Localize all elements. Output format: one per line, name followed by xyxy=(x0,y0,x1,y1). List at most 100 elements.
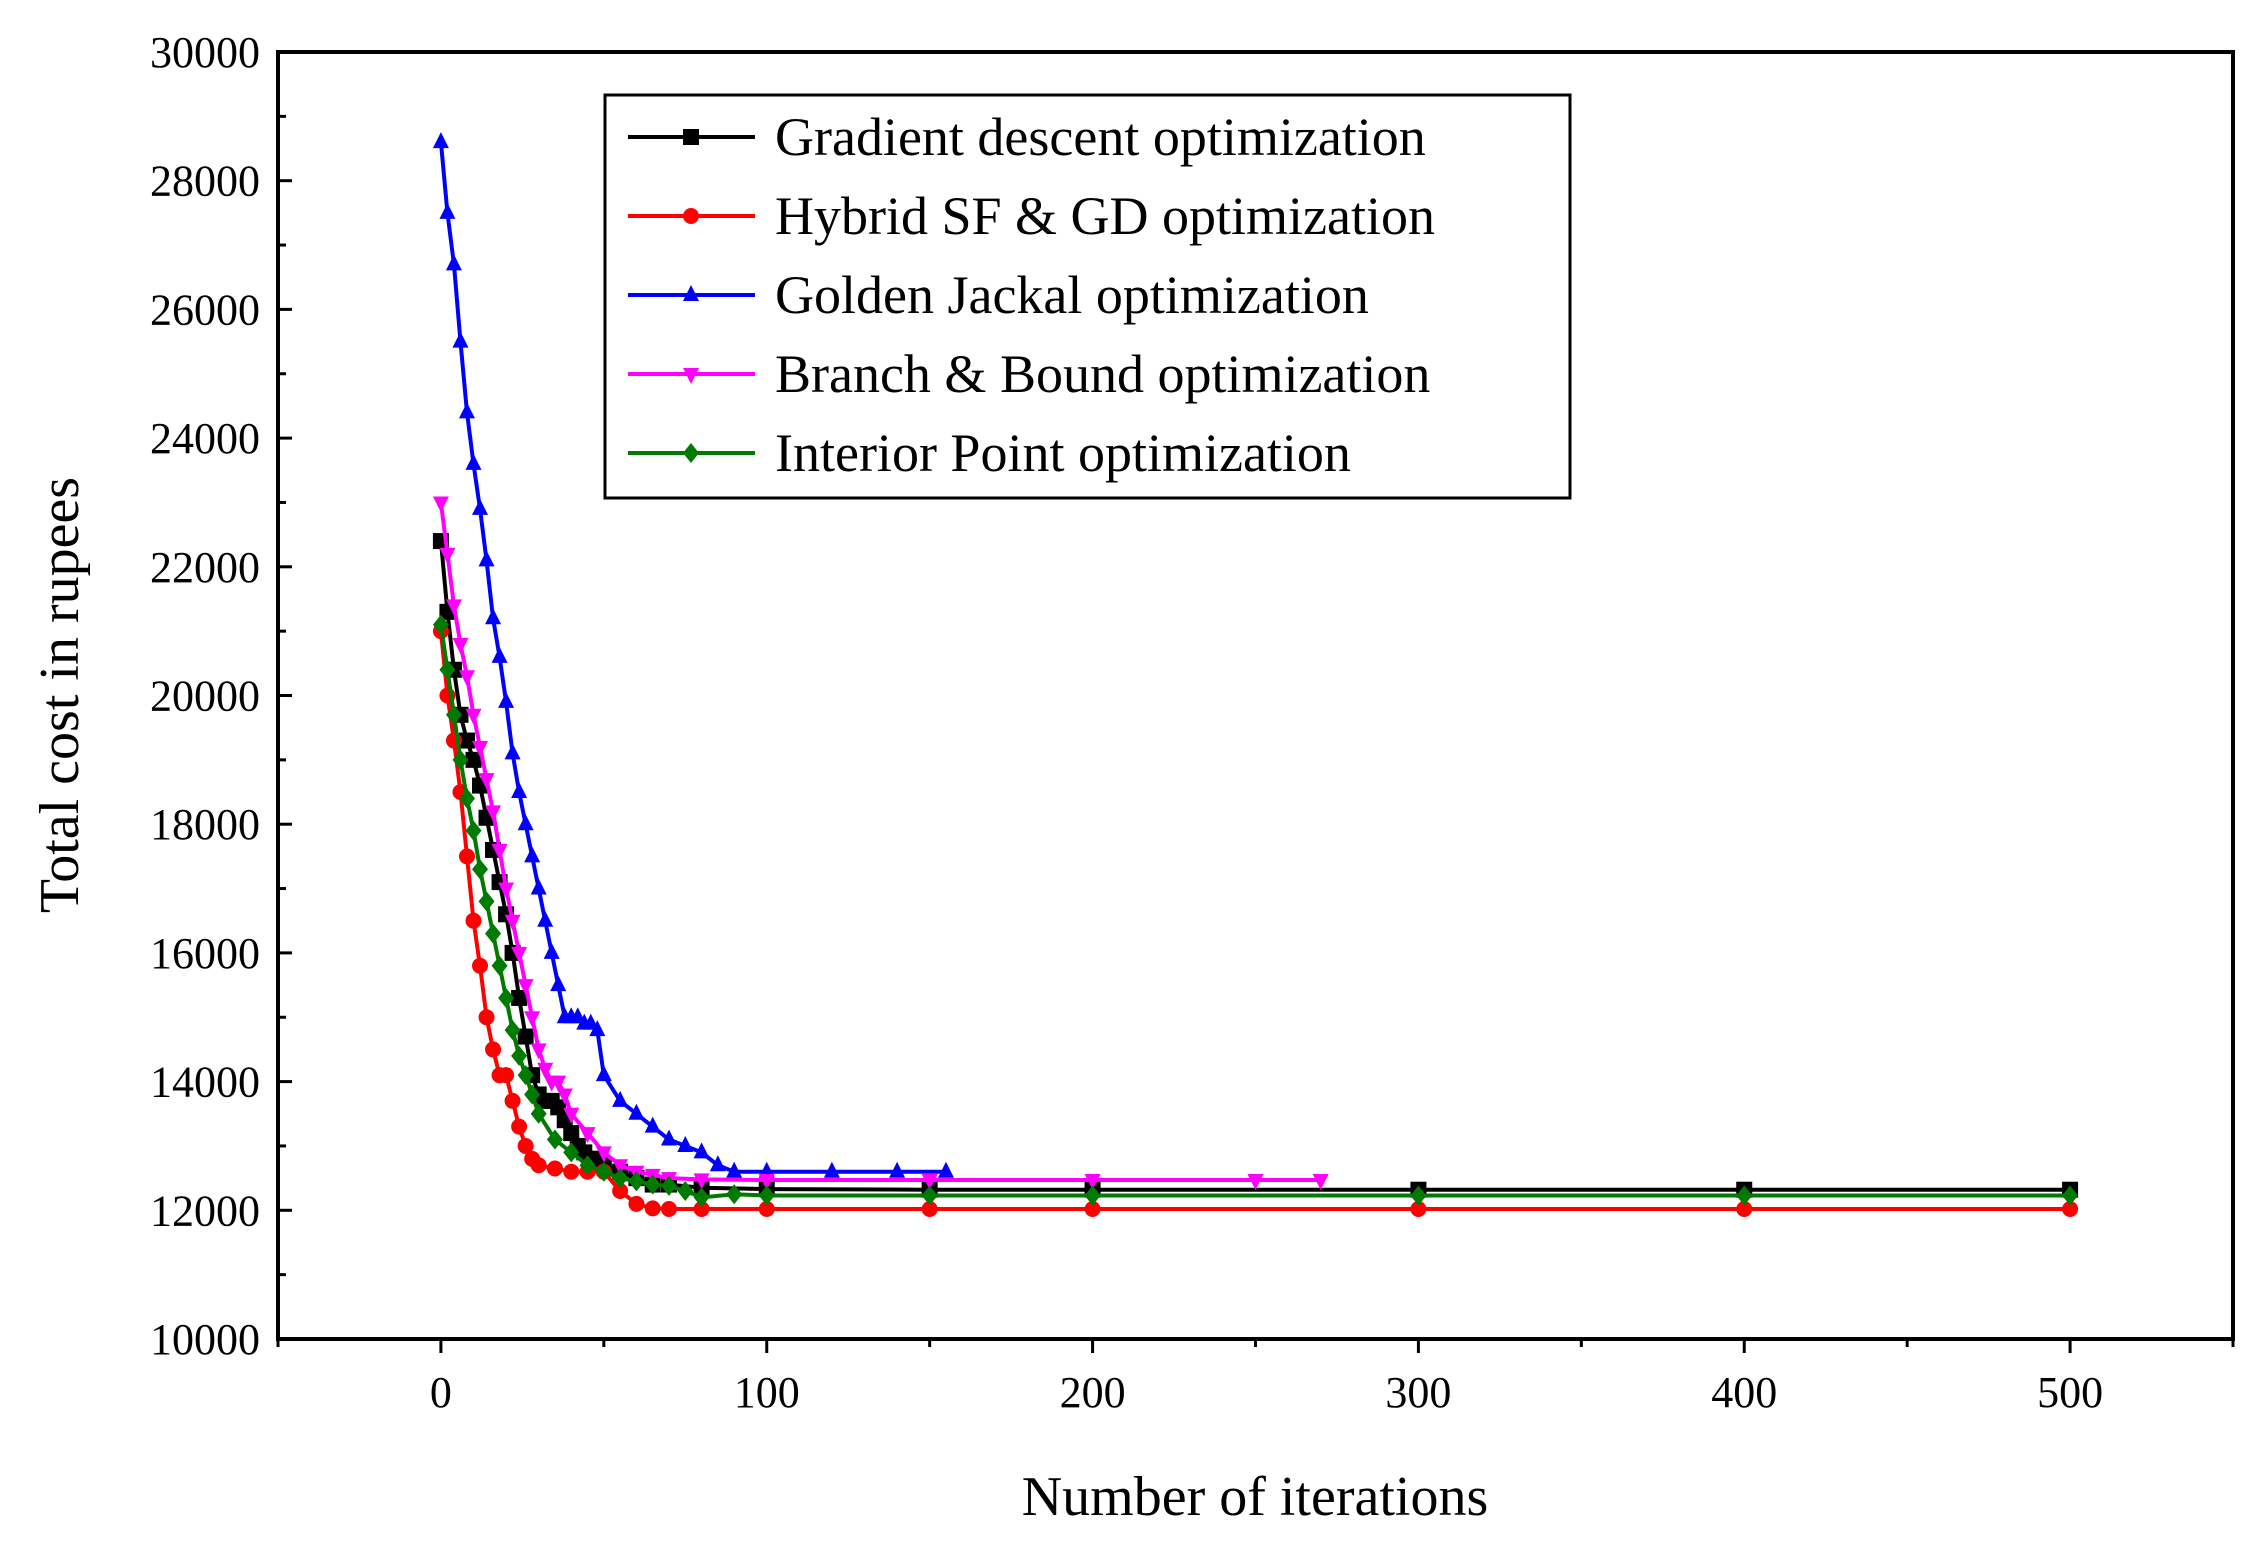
data-point xyxy=(823,1161,840,1178)
y-tick-label: 26000 xyxy=(150,285,260,334)
legend: Gradient descent optimization Hybrid SF &… xyxy=(603,93,1572,500)
data-point xyxy=(1410,1185,1427,1206)
data-point xyxy=(661,1201,677,1218)
data-point xyxy=(432,496,449,513)
y-tick-label: 16000 xyxy=(150,929,260,978)
data-point xyxy=(1736,1201,1753,1218)
data-point xyxy=(498,1067,515,1084)
data-point xyxy=(563,1142,580,1163)
data-point xyxy=(517,1028,534,1045)
data-point xyxy=(478,773,495,790)
legend-entry: Golden Jackal optimization xyxy=(628,265,1369,325)
series-5 xyxy=(432,614,2079,1208)
x-tick-label: 400 xyxy=(1711,1368,1777,1417)
data-point xyxy=(511,989,528,1006)
data-point xyxy=(465,453,482,470)
data-point xyxy=(517,1137,534,1154)
data-point xyxy=(452,638,469,655)
data-point xyxy=(579,1127,596,1144)
data-point xyxy=(472,957,489,974)
x-tick-label: 0 xyxy=(430,1368,452,1417)
data-point xyxy=(628,1171,645,1192)
data-point xyxy=(530,1103,547,1124)
data-point xyxy=(504,914,521,931)
series-3 xyxy=(432,132,954,1178)
legend-label: Golden Jackal optimization xyxy=(775,265,1369,325)
data-point xyxy=(511,782,528,799)
x-axis-title: Number of iterations xyxy=(1022,1466,1489,1528)
data-point xyxy=(628,1195,645,1212)
y-tick-label: 12000 xyxy=(150,1186,260,1235)
data-point xyxy=(550,975,567,992)
data-point xyxy=(726,1161,743,1178)
data-point xyxy=(563,1125,580,1142)
data-point xyxy=(485,923,502,944)
data-point xyxy=(452,331,469,348)
y-tick-label: 20000 xyxy=(150,672,260,721)
data-point xyxy=(661,1129,677,1146)
data-point xyxy=(693,1201,710,1218)
data-point xyxy=(1084,1174,1101,1191)
y-tick-label: 18000 xyxy=(150,800,260,849)
data-point xyxy=(563,1163,580,1180)
data-point xyxy=(546,1129,563,1150)
data-point xyxy=(612,1090,629,1107)
data-point xyxy=(677,1180,694,1201)
legend-marker xyxy=(683,129,699,145)
legend-label: Gradient descent optimization xyxy=(775,107,1426,167)
data-point xyxy=(465,820,482,841)
data-point xyxy=(543,942,560,959)
data-point xyxy=(465,708,482,725)
data-point xyxy=(595,1065,612,1082)
data-point xyxy=(758,1185,775,1206)
data-point xyxy=(452,749,469,770)
data-point xyxy=(758,1201,775,1218)
data-point xyxy=(1312,1174,1329,1191)
data-point xyxy=(458,670,475,687)
x-tick-label: 300 xyxy=(1385,1368,1451,1417)
data-point xyxy=(524,846,541,863)
data-point xyxy=(758,1174,775,1191)
legend-entry: Hybrid SF & GD optimization xyxy=(628,186,1435,246)
data-point xyxy=(517,814,534,831)
data-point xyxy=(478,891,495,912)
data-point xyxy=(465,912,482,929)
data-point xyxy=(921,1185,938,1206)
legend-marker xyxy=(683,285,699,301)
data-point xyxy=(758,1161,775,1178)
data-point xyxy=(1084,1201,1101,1218)
y-tick-label: 30000 xyxy=(150,28,260,77)
data-point xyxy=(439,202,456,219)
data-point xyxy=(921,1201,938,1218)
legend-marker xyxy=(683,368,699,384)
data-point xyxy=(504,1020,521,1041)
x-tick-label: 200 xyxy=(1060,1368,1126,1417)
axes-layer: 10000 12000 14000 16000 18000 20000 22000 24000… xyxy=(150,28,2235,1417)
legend-marker xyxy=(683,443,699,463)
data-point xyxy=(472,740,489,757)
data-point xyxy=(491,843,508,860)
legend-entry: Interior Point optimization xyxy=(628,423,1351,483)
data-point xyxy=(485,805,502,822)
data-point xyxy=(485,1041,502,1058)
data-point xyxy=(524,1011,541,1028)
data-point xyxy=(563,1107,580,1124)
data-point xyxy=(693,1142,710,1159)
data-point xyxy=(595,1146,612,1163)
data-point xyxy=(498,987,515,1008)
data-point xyxy=(889,1161,906,1178)
legend-entry: Gradient descent optimization xyxy=(628,107,1426,167)
data-point xyxy=(546,1160,563,1177)
data-point xyxy=(458,402,475,419)
data-point xyxy=(498,882,515,899)
data-point xyxy=(465,751,482,768)
data-point xyxy=(511,946,528,963)
data-point xyxy=(472,498,489,515)
data-point xyxy=(458,848,475,865)
x-tick-label: 100 xyxy=(734,1368,800,1417)
data-point xyxy=(432,614,449,635)
data-point xyxy=(511,1118,528,1135)
legend-entry: Branch & Bound optimization xyxy=(628,344,1430,404)
legend-label: Branch & Bound optimization xyxy=(775,344,1430,404)
